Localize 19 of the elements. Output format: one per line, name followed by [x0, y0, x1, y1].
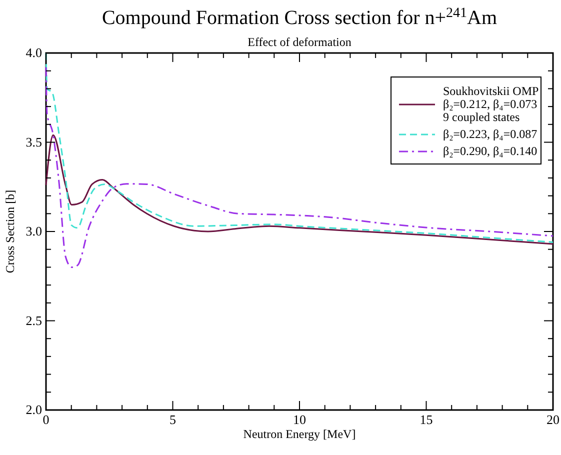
chart-subtitle: Effect of deformation: [248, 35, 352, 49]
line-series: [45, 66, 554, 268]
chart-title: Compound Formation Cross section for n+$^{241}$Am: [102, 6, 498, 29]
legend-label: Soukhovitskii OMP β₂=0.212, β₄=0.073 9 coupled states: [443, 84, 540, 124]
legend-label: β₂=0.223, β₄=0.087: [443, 127, 538, 141]
y-axis-title: Cross Section [b]: [3, 190, 17, 274]
y-tick-label: 3.0: [26, 224, 42, 238]
x-tick-label: 0: [42, 412, 50, 427]
x-tick-label: 5: [170, 412, 176, 427]
y-tick-label: 4.0: [26, 45, 42, 60]
line-series: [45, 52, 554, 243]
x-axis-title: Neutron Energy [MeV]: [243, 427, 356, 441]
x-tick-label: 10: [293, 412, 306, 427]
y-tick-label: 2.5: [26, 312, 42, 328]
y-tick-label: 3.5: [26, 134, 42, 150]
legend-label: β₂=0.290, β₄=0.140: [443, 144, 538, 158]
y-tick-label: 2.0: [26, 402, 42, 417]
x-tick-label: 15: [420, 412, 433, 427]
x-tick-label: 20: [546, 412, 560, 427]
